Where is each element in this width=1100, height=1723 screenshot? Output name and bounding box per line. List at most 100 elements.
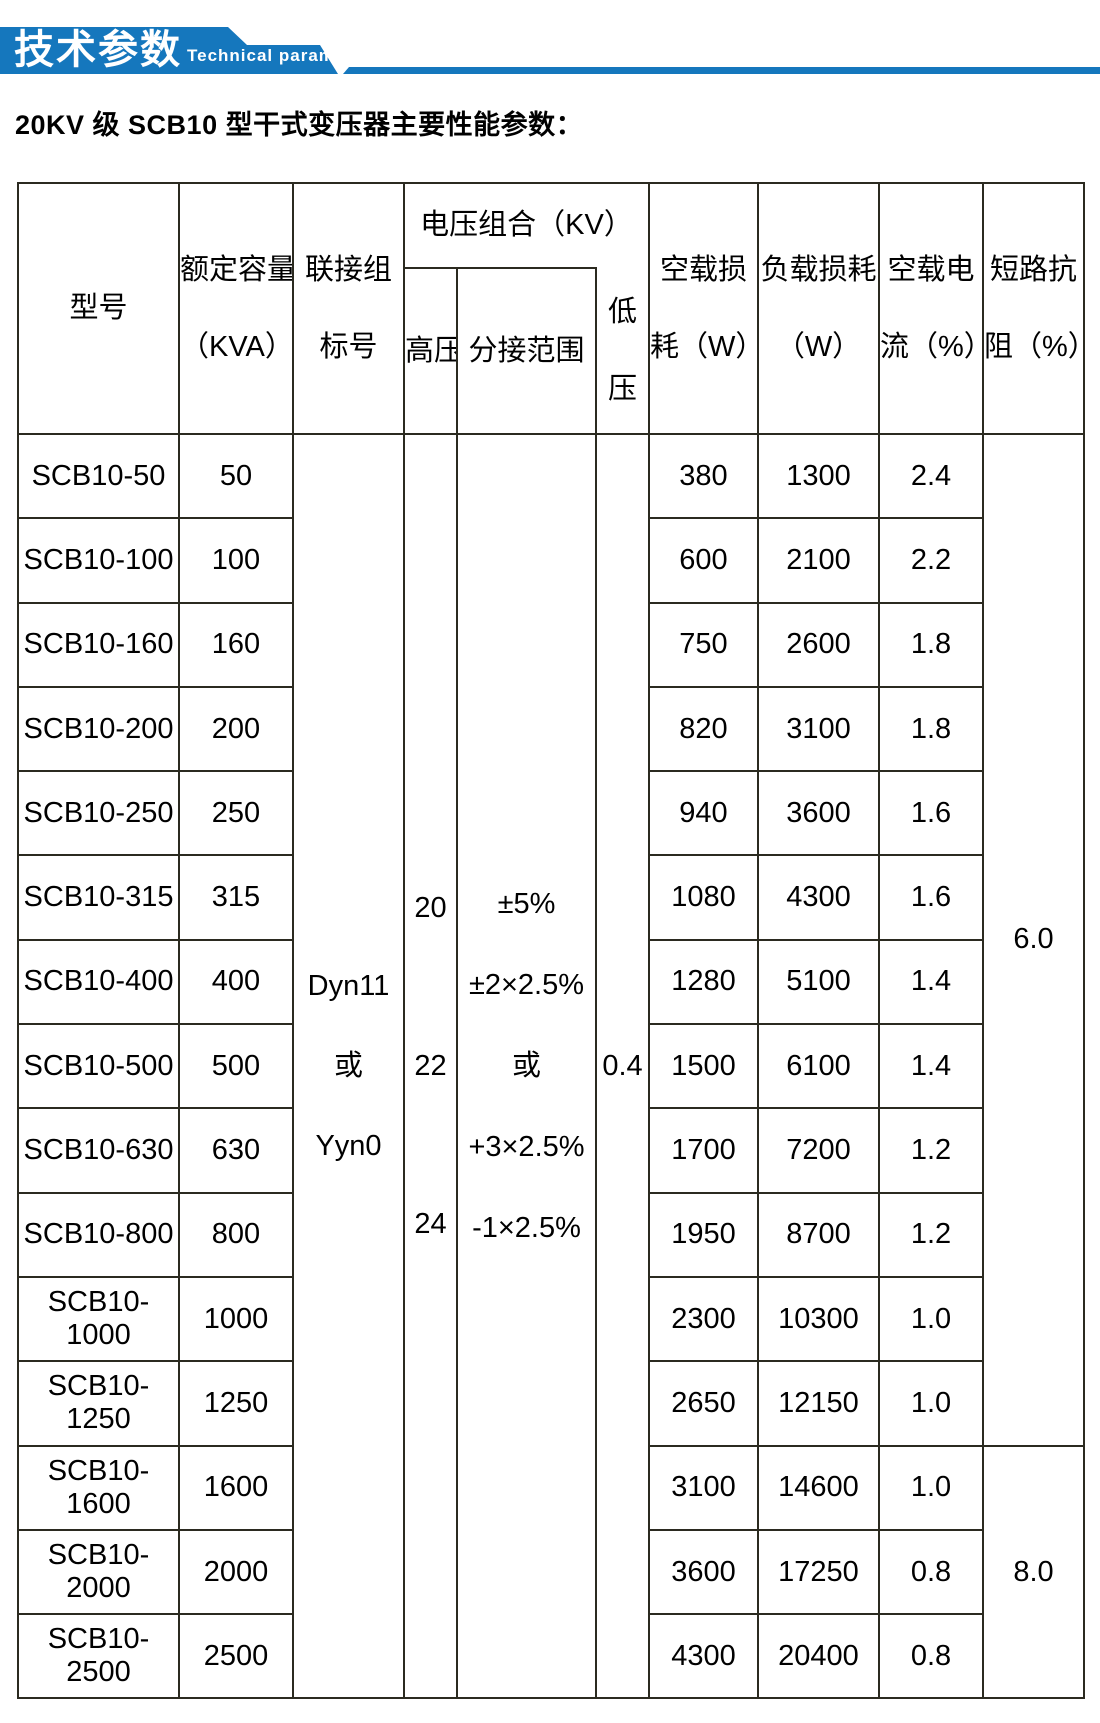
model-cell: SCB10-250	[17, 770, 180, 857]
load-loss-cell: 7200	[757, 1107, 880, 1194]
capacity-cell: 160	[178, 601, 294, 688]
impedance-low-merged-cell: 6.0	[982, 433, 1085, 1447]
no-load-current-cell: 1.0	[878, 1360, 984, 1447]
model-cell: SCB10-800	[17, 1191, 180, 1278]
connection-merged-cell: Dyn11 或 Yyn0	[292, 432, 405, 1700]
no-load-current-cell: 1.8	[878, 601, 984, 688]
no-load-current-cell: 2.4	[878, 432, 984, 520]
no-load-current-cell: 1.2	[878, 1191, 984, 1278]
capacity-cell: 315	[178, 854, 294, 941]
section-banner: 技术参数 Technical parameter	[0, 0, 1100, 80]
no-load-current-cell: 1.0	[878, 1444, 984, 1531]
col-header-load-loss: 负载损耗 （W）	[757, 182, 880, 435]
no-load-loss-cell: 1080	[648, 854, 759, 941]
capacity-cell: 250	[178, 770, 294, 857]
model-cell: SCB10-2000	[17, 1528, 180, 1616]
no-load-loss-cell: 2650	[648, 1360, 759, 1447]
load-loss-cell: 12150	[757, 1360, 880, 1447]
model-cell: SCB10-1600	[17, 1444, 180, 1531]
load-loss-cell: 4300	[757, 854, 880, 941]
col-header-no-load-current: 空载电 流（%）	[878, 182, 984, 435]
load-loss-cell: 3100	[757, 685, 880, 773]
model-cell: SCB10-1000	[17, 1275, 180, 1363]
no-load-current-cell: 1.6	[878, 770, 984, 857]
load-loss-cell: 8700	[757, 1191, 880, 1278]
banner-strip	[343, 67, 1100, 74]
load-loss-cell: 2600	[757, 601, 880, 688]
no-load-loss-cell: 380	[648, 432, 759, 520]
header-row-2: 高压 分接范围 低 压	[18, 267, 1084, 435]
no-load-loss-cell: 1280	[648, 938, 759, 1026]
no-load-loss-cell: 1500	[648, 1023, 759, 1110]
no-load-loss-cell: 3100	[648, 1444, 759, 1531]
col-header-impedance: 短路抗 阻（%）	[982, 182, 1085, 435]
col-header-tap-range: 分接范围	[456, 267, 597, 435]
table-row: SCB10-630 630 1700 7200 1.2	[17, 1107, 1084, 1194]
no-load-current-cell: 2.2	[878, 517, 984, 604]
col-header-voltage-group: 电压组合（KV）	[403, 182, 650, 268]
banner-title: 技术参数	[14, 28, 182, 72]
table-row: SCB10-315 315 1080 4300 1.6	[17, 854, 1084, 941]
col-header-lv: 低 压	[595, 268, 650, 435]
no-load-current-cell: 0.8	[878, 1613, 984, 1700]
table-row: SCB10-250 250 940 3600 1.6	[17, 770, 1084, 857]
model-cell: SCB10-630	[17, 1107, 180, 1194]
impedance-high-merged-cell: 8.0	[982, 1444, 1085, 1700]
table-row: SCB10-1000 1000 2300 10300 1.0	[17, 1275, 1084, 1363]
no-load-loss-cell: 1700	[648, 1107, 759, 1194]
load-loss-cell: 6100	[757, 1023, 880, 1110]
load-loss-cell: 17250	[757, 1528, 880, 1616]
table-row: SCB10-500 500 1500 6100 1.4	[17, 1023, 1084, 1110]
lv-merged-cell: 0.4	[595, 432, 650, 1700]
col-header-no-load-loss: 空载损 耗（W）	[648, 182, 759, 435]
table-row: SCB10-1600 1600 3100 14600 1.0 8.0	[17, 1444, 1085, 1700]
capacity-cell: 200	[178, 685, 294, 773]
table-row: SCB10-50 50 Dyn11 或 Yyn0 20 22 24 ±5% ±2…	[17, 432, 1085, 1700]
capacity-cell: 400	[178, 938, 294, 1026]
load-loss-cell: 1300	[757, 432, 880, 520]
no-load-loss-cell: 940	[648, 770, 759, 857]
no-load-current-cell: 1.2	[878, 1107, 984, 1194]
load-loss-cell: 2100	[757, 517, 880, 604]
col-header-hv: 高压	[403, 267, 458, 435]
no-load-loss-cell: 3600	[648, 1528, 759, 1616]
capacity-cell: 100	[178, 517, 294, 604]
table-row: SCB10-2000 2000 3600 17250 0.8	[17, 1528, 1084, 1616]
load-loss-cell: 3600	[757, 770, 880, 857]
model-cell: SCB10-2500	[17, 1613, 180, 1700]
banner-subtitle: Technical parameter	[187, 46, 371, 65]
load-loss-cell: 10300	[757, 1275, 880, 1363]
no-load-loss-cell: 600	[648, 517, 759, 604]
capacity-cell: 1600	[178, 1444, 294, 1531]
table-row: SCB10-200 200 820 3100 1.8	[17, 685, 1084, 773]
capacity-cell: 50	[178, 432, 294, 520]
parameters-table: 型号 额定容量 （KVA） 联接组 标号 电压组合（KV） 空载损 耗（W） 负…	[17, 182, 1085, 1700]
table-row: SCB10-2500 2500 4300 20400 0.8	[17, 1613, 1084, 1700]
model-cell: SCB10-500	[17, 1023, 180, 1110]
no-load-loss-cell: 820	[648, 685, 759, 773]
capacity-cell: 2000	[178, 1528, 294, 1616]
no-load-loss-cell: 1950	[648, 1191, 759, 1278]
page-title: 20KV 级 SCB10 型干式变压器主要性能参数：	[15, 110, 584, 140]
model-cell: SCB10-315	[17, 854, 180, 941]
no-load-current-cell: 1.8	[878, 685, 984, 773]
capacity-cell: 2500	[178, 1613, 294, 1700]
table-row: SCB10-100 100 600 2100 2.2	[17, 517, 1084, 604]
model-cell: SCB10-50	[17, 432, 180, 520]
load-loss-cell: 5100	[757, 938, 880, 1026]
tap-range-merged-cell: ±5% ±2×2.5% 或 +3×2.5% -1×2.5%	[456, 432, 597, 1700]
no-load-loss-cell: 750	[648, 601, 759, 688]
load-loss-cell: 14600	[757, 1444, 880, 1531]
no-load-current-cell: 1.4	[878, 1023, 984, 1110]
col-header-capacity: 额定容量 （KVA）	[178, 182, 294, 435]
model-cell: SCB10-200	[17, 685, 180, 773]
capacity-cell: 1250	[178, 1360, 294, 1447]
no-load-current-cell: 1.4	[878, 938, 984, 1026]
capacity-cell: 1000	[178, 1275, 294, 1363]
table-row: SCB10-160 160 750 2600 1.8	[17, 601, 1084, 688]
no-load-current-cell: 1.6	[878, 854, 984, 941]
model-cell: SCB10-100	[17, 517, 180, 604]
col-header-connection: 联接组 标号	[292, 182, 405, 435]
no-load-loss-cell: 2300	[648, 1275, 759, 1363]
no-load-loss-cell: 4300	[648, 1613, 759, 1700]
